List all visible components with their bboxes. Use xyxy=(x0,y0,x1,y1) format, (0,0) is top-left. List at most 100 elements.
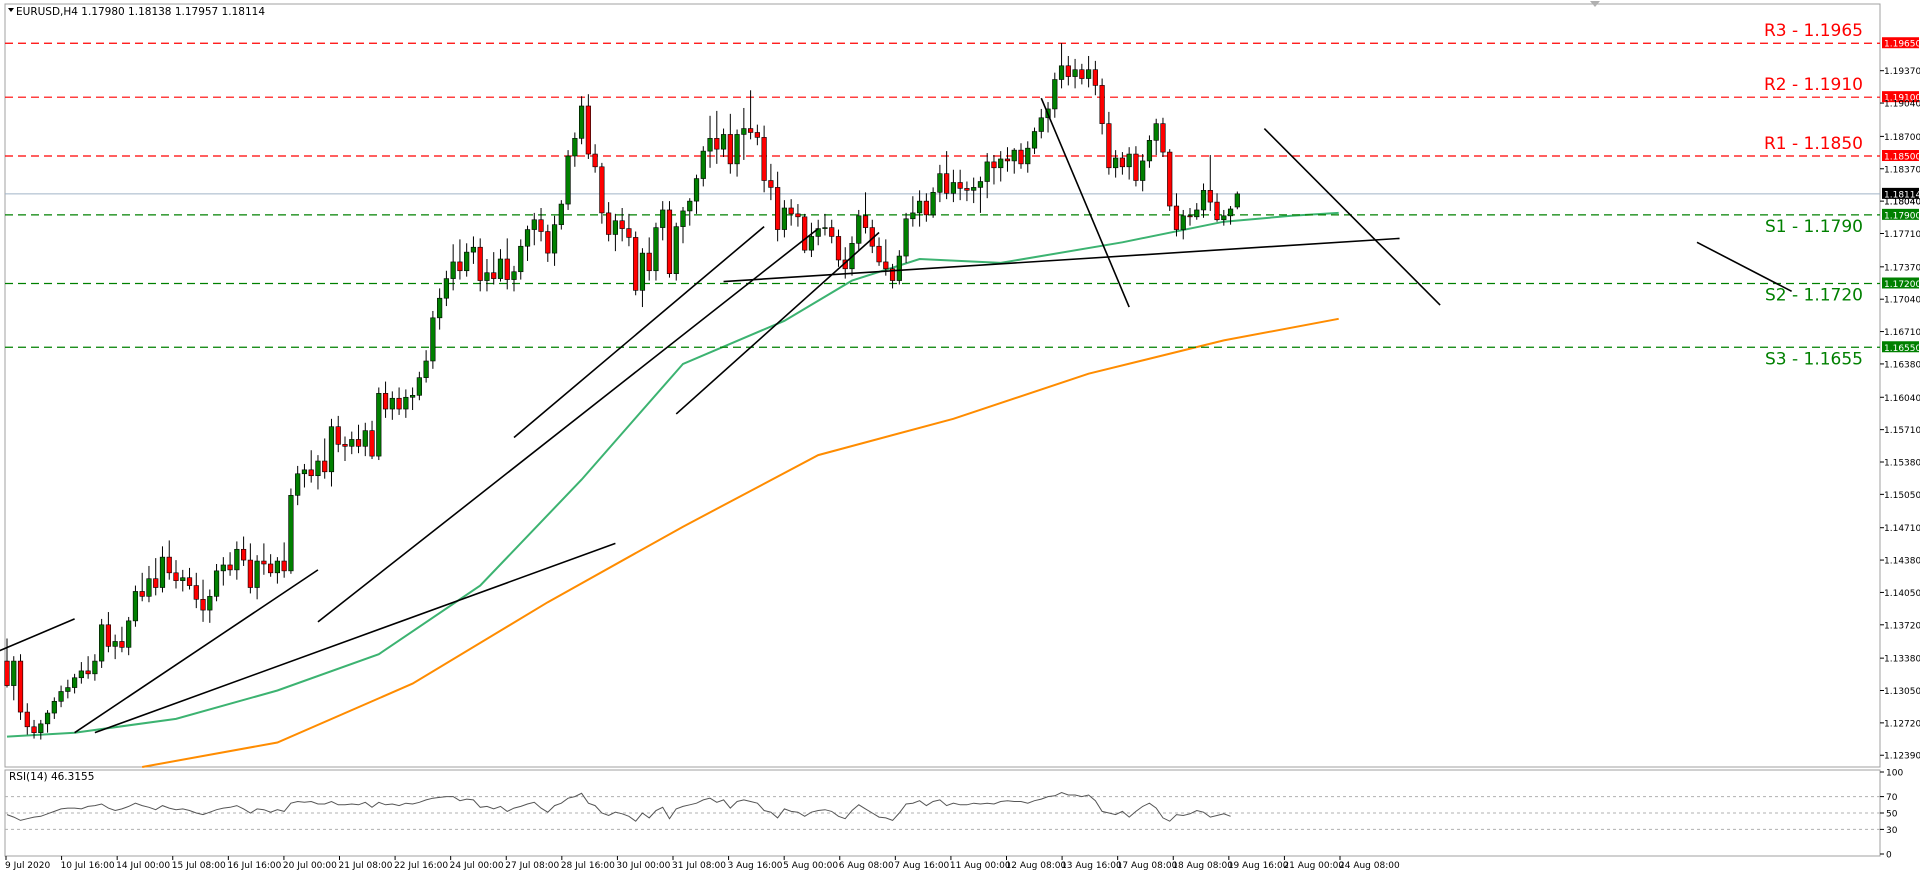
bullish-candle xyxy=(511,271,517,280)
s1-level-label: S1 - 1.1790 xyxy=(1765,217,1863,237)
bearish-candle xyxy=(186,577,193,586)
bearish-candle xyxy=(923,200,929,216)
bullish-candle xyxy=(998,158,1004,169)
bearish-candle xyxy=(335,426,341,445)
bullish-candle xyxy=(1011,149,1017,162)
bullish-candle xyxy=(896,255,902,281)
bullish-candle xyxy=(301,469,308,475)
candlesticks xyxy=(4,43,1240,740)
bearish-candle xyxy=(308,469,314,477)
x-tick-label: 9 Jul 2020 xyxy=(5,861,50,871)
bullish-candle xyxy=(1153,123,1159,141)
bullish-candle xyxy=(903,218,909,257)
bearish-candle xyxy=(193,585,199,600)
bullish-candle xyxy=(1146,140,1153,162)
bearish-candle xyxy=(1065,65,1071,77)
x-tick-label: 18 Aug 08:00 xyxy=(1172,861,1233,871)
bullish-candle xyxy=(274,560,281,574)
bearish-candle xyxy=(1092,69,1098,86)
bullish-candle xyxy=(977,181,984,188)
bullish-candle xyxy=(1072,69,1078,77)
r3-level-label: R3 - 1.1965 xyxy=(1764,21,1863,41)
y-tick-label: 1.12390 xyxy=(1884,752,1920,762)
bearish-candle xyxy=(964,188,970,191)
bearish-candle xyxy=(457,261,463,272)
x-tick-label: 20 Jul 00:00 xyxy=(283,861,337,871)
bearish-candle xyxy=(545,231,551,254)
rsi-indicator: 100 70 50 30 0 xyxy=(5,769,1903,861)
bullish-candle xyxy=(295,473,301,496)
fast-ma-line xyxy=(6,211,1339,738)
bearish-candle xyxy=(883,261,889,270)
bearish-candle xyxy=(153,578,159,588)
bullish-candle xyxy=(254,560,260,588)
bullish-candle xyxy=(565,155,571,205)
y-tick-label: 1.16040 xyxy=(1884,394,1920,404)
bullish-candle xyxy=(464,251,470,272)
bullish-candle xyxy=(220,564,226,572)
trendlines[interactable] xyxy=(0,97,1793,734)
collapse-arrow-icon[interactable] xyxy=(8,8,14,12)
bullish-candle xyxy=(673,226,679,274)
bullish-candle xyxy=(146,578,152,597)
window-marker-icon xyxy=(1590,1,1600,7)
bullish-candle xyxy=(328,426,335,473)
trendline[interactable] xyxy=(723,237,1400,283)
time-axis: 9 Jul 2020 10 Jul 16:00 14 Jul 00:00 15 Jul… xyxy=(5,856,1400,871)
bullish-candle xyxy=(930,191,936,216)
bearish-candle xyxy=(626,228,632,238)
current-price-tag-text: 1.18114 xyxy=(1884,190,1920,200)
bullish-candle xyxy=(213,570,220,597)
bullish-candle xyxy=(1031,131,1038,149)
trendline[interactable] xyxy=(94,542,616,734)
trendline[interactable] xyxy=(1040,97,1130,308)
bullish-candle xyxy=(660,209,666,228)
bullish-candle xyxy=(612,220,618,235)
s2-price-tag xyxy=(1882,277,1919,289)
trendline[interactable] xyxy=(513,226,765,439)
x-tick-label: 30 Jul 00:00 xyxy=(616,861,670,871)
bullish-candle xyxy=(856,215,862,244)
chart-title: EURUSD,H4 1.17980 1.18138 1.17957 1.1811… xyxy=(16,6,265,18)
bullish-candle xyxy=(484,272,490,281)
x-tick-label: 21 Aug 00:00 xyxy=(1283,861,1344,871)
bearish-candle xyxy=(200,598,206,611)
bullish-candle xyxy=(234,548,240,571)
bullish-candle xyxy=(558,203,564,225)
trendline[interactable] xyxy=(0,618,75,656)
bearish-candle xyxy=(592,153,598,168)
bullish-candle xyxy=(159,556,166,588)
x-tick-label: 15 Jul 08:00 xyxy=(172,861,226,871)
bearish-candle xyxy=(835,236,842,261)
bearish-candle xyxy=(754,132,760,138)
x-tick-label: 6 Aug 08:00 xyxy=(839,861,894,871)
bullish-candle xyxy=(11,660,17,686)
bullish-candle xyxy=(551,224,558,254)
x-tick-label: 3 Aug 16:00 xyxy=(728,861,783,871)
s1-price-tag xyxy=(1882,208,1919,220)
bullish-candle xyxy=(443,278,450,299)
s1-price-tag-text: 1.17900 xyxy=(1884,211,1920,221)
trendline[interactable] xyxy=(74,569,319,734)
y-tick-label: 1.14710 xyxy=(1884,524,1920,534)
bullish-candle xyxy=(937,173,943,193)
x-tick-label: 11 Aug 00:00 xyxy=(950,861,1011,871)
bearish-candle xyxy=(666,209,673,274)
bearish-candle xyxy=(241,548,247,561)
trendline[interactable] xyxy=(675,231,880,415)
bullish-candle xyxy=(720,134,727,150)
bearish-candle xyxy=(281,560,287,572)
x-tick-label: 14 Jul 00:00 xyxy=(116,861,170,871)
x-tick-label: 21 Jul 08:00 xyxy=(339,861,393,871)
trendline[interactable] xyxy=(1696,241,1793,293)
r1-level-label: R1 - 1.1850 xyxy=(1764,134,1863,154)
bearish-candle xyxy=(957,182,963,189)
r2-level-label: R2 - 1.1910 xyxy=(1764,75,1863,95)
trendline[interactable] xyxy=(1263,127,1441,306)
trendline[interactable] xyxy=(317,227,819,623)
bearish-candle xyxy=(1133,153,1139,181)
bearish-candle xyxy=(173,572,179,581)
bearish-candle xyxy=(105,624,111,647)
